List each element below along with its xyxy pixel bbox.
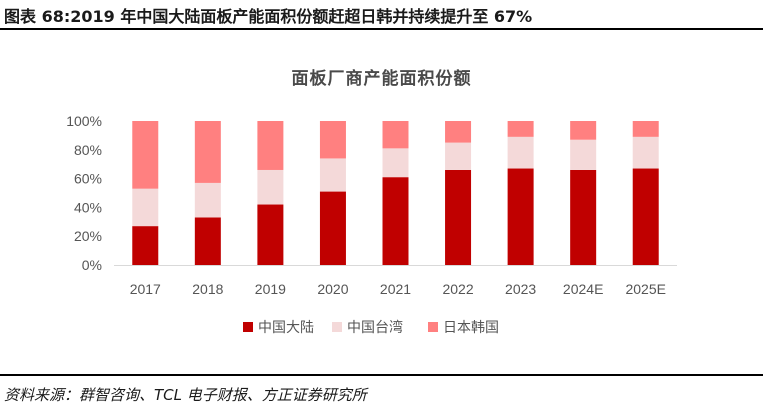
bar-segment xyxy=(257,121,284,170)
y-tick-label: 20% xyxy=(74,228,102,244)
bar-segment xyxy=(319,191,346,265)
bar-segment xyxy=(570,121,597,140)
y-tick-label: 100% xyxy=(66,113,102,129)
y-tick-label: 80% xyxy=(74,142,102,158)
bar-segment xyxy=(194,182,221,218)
x-tick-label: 2025E xyxy=(625,281,665,297)
bar-segment xyxy=(507,121,534,137)
y-tick-label: 60% xyxy=(74,171,102,187)
figure-header: 图表 68:2019 年中国大陆面板产能面积份额赶超日韩并持续提升至 67% xyxy=(0,0,763,30)
legend-label: 中国大陆 xyxy=(258,320,314,336)
bar-segment xyxy=(319,121,346,159)
stacked-bar-chart: 0% 20% 40% 60% 80% 100% 2017 2018 2019 2020 2021 20… xyxy=(66,113,677,336)
chart-title: 面板厂商产能面积份额 xyxy=(291,69,472,89)
x-tick-label: 2021 xyxy=(380,281,411,297)
bar-segment xyxy=(132,121,159,189)
bar-segment xyxy=(570,169,597,265)
bar-segment xyxy=(507,168,534,265)
bar-segment xyxy=(445,142,472,170)
x-tick-label: 2017 xyxy=(130,281,161,297)
legend-swatch xyxy=(428,322,438,332)
bar-segment xyxy=(319,158,346,192)
bar-segment xyxy=(570,139,597,170)
bar-segment xyxy=(445,121,472,143)
bar-segment xyxy=(632,136,659,169)
bar-segment xyxy=(257,169,284,205)
x-tick-label: 2023 xyxy=(505,281,536,297)
y-tick-label: 0% xyxy=(82,257,102,273)
x-tick-label: 2024E xyxy=(563,281,603,297)
bar-segment xyxy=(382,121,409,149)
bar-segment xyxy=(194,217,221,265)
bar-segment xyxy=(382,177,409,265)
x-tick-label: 2019 xyxy=(255,281,286,297)
x-tick-label: 2018 xyxy=(192,281,223,297)
bar-segment xyxy=(194,121,221,183)
bar-segment xyxy=(132,188,159,227)
bar-segment xyxy=(257,204,284,265)
legend-label: 中国台湾 xyxy=(347,319,403,336)
bar-segment xyxy=(632,121,659,137)
y-tick-label: 40% xyxy=(74,199,102,215)
bar-segment xyxy=(507,136,534,169)
bar-segment xyxy=(445,169,472,265)
bar-segment xyxy=(632,168,659,265)
legend-swatch xyxy=(243,322,253,332)
bar-segment xyxy=(382,148,409,178)
x-tick-label: 2022 xyxy=(442,281,473,297)
bar-segment xyxy=(132,226,159,265)
legend-swatch xyxy=(332,322,342,332)
figure-source: 资料来源：群智咨询、TCL 电子财报、方正证券研究所 xyxy=(4,386,367,404)
legend-label: 日本韩国 xyxy=(443,320,499,336)
figure-title: 图表 68:2019 年中国大陆面板产能面积份额赶超日韩并持续提升至 67% xyxy=(4,7,533,26)
figure-footer: 资料来源：群智咨询、TCL 电子财报、方正证券研究所 xyxy=(0,374,763,416)
x-tick-label: 2020 xyxy=(317,281,348,297)
